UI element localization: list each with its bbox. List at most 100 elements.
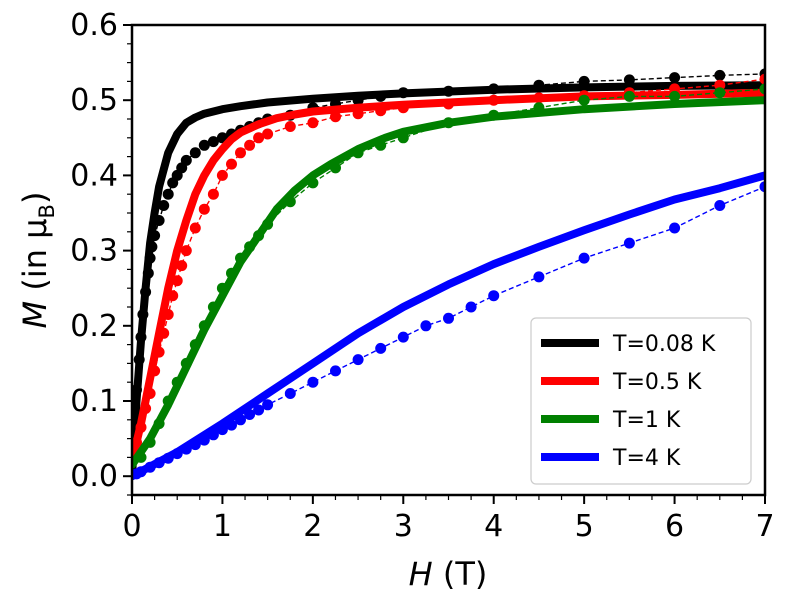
series-0 xyxy=(132,68,765,481)
x-tick-label: 6 xyxy=(665,509,684,544)
data-point xyxy=(149,230,161,242)
data-point xyxy=(171,376,183,388)
data-point xyxy=(216,282,228,294)
data-point xyxy=(284,196,296,208)
x-tick-label: 7 xyxy=(755,509,774,544)
legend-label: T=1 K xyxy=(612,408,681,433)
data-point xyxy=(144,436,156,448)
data-point xyxy=(443,312,454,324)
data-point xyxy=(146,241,158,253)
data-point xyxy=(144,252,156,264)
y-tick-label: 0.5 xyxy=(70,83,118,118)
data-point xyxy=(235,414,246,426)
x-tick-label: 4 xyxy=(484,509,503,544)
data-point xyxy=(207,301,219,313)
data-point xyxy=(714,87,726,99)
data-point xyxy=(533,79,545,91)
data-point xyxy=(262,218,274,230)
data-point xyxy=(198,320,210,332)
data-dashed-line xyxy=(136,186,765,475)
data-point xyxy=(135,451,147,463)
data-point xyxy=(226,158,237,170)
data-point xyxy=(443,117,454,129)
data-point xyxy=(180,245,192,257)
data-point xyxy=(759,181,765,193)
data-point xyxy=(135,466,147,478)
data-point xyxy=(135,331,147,343)
data-point xyxy=(578,252,590,264)
data-point xyxy=(253,404,265,416)
axis-labels: H (T) M (in μB) xyxy=(16,192,487,593)
data-point xyxy=(226,419,237,431)
data-point xyxy=(244,409,256,420)
y-tick-label: 0.6 xyxy=(70,8,118,43)
data-point xyxy=(153,346,165,358)
data-point xyxy=(488,94,500,106)
data-point xyxy=(488,109,500,121)
data-point xyxy=(578,75,590,87)
data-point xyxy=(330,365,341,377)
data-point xyxy=(397,102,409,114)
y-tick-label: 0.3 xyxy=(70,234,118,269)
data-point xyxy=(714,200,726,211)
fit-line xyxy=(132,88,765,466)
x-tick-label: 0 xyxy=(122,509,141,544)
data-point xyxy=(226,267,237,279)
data-point xyxy=(149,365,161,377)
y-tick-label: 0.2 xyxy=(70,309,118,344)
data-point xyxy=(207,429,219,441)
x-tick-label: 3 xyxy=(394,509,413,544)
data-point xyxy=(140,286,152,298)
data-point xyxy=(189,222,201,234)
data-point xyxy=(623,237,635,249)
data-point xyxy=(132,436,142,448)
data-point xyxy=(144,461,156,473)
data-point xyxy=(397,331,409,343)
data-point xyxy=(144,388,156,399)
fit-line xyxy=(132,171,765,481)
data-point xyxy=(533,271,545,283)
data-point xyxy=(330,162,341,174)
legend-label: T=0.5 K xyxy=(612,370,702,395)
data-point xyxy=(189,147,201,159)
data-point xyxy=(262,399,274,411)
data-point xyxy=(167,290,179,302)
y-tick-label: 0.4 xyxy=(70,158,118,193)
data-point xyxy=(171,275,183,287)
axes-layer: 0 1 2 3 4 5 6 7 0.0 0.1 0.2 0.3 0.4 0.5 0.6 xyxy=(70,8,774,544)
data-point xyxy=(180,357,192,369)
data-point xyxy=(253,230,265,242)
data-point xyxy=(189,339,201,351)
data-point xyxy=(262,128,274,140)
data-point xyxy=(578,94,590,106)
data-point xyxy=(759,83,765,95)
data-point xyxy=(623,90,635,102)
x-tick-label: 5 xyxy=(575,509,594,544)
data-point xyxy=(153,457,165,469)
data-point xyxy=(162,309,174,320)
data-point xyxy=(135,421,147,433)
data-point xyxy=(759,73,765,85)
legend-item-2: T=1 K xyxy=(541,408,681,433)
data-point xyxy=(669,72,681,84)
legend-item-3: T=4 K xyxy=(541,446,681,471)
x-tick-label: 2 xyxy=(303,509,322,544)
data-point xyxy=(235,147,246,159)
x-tick-label: 1 xyxy=(213,509,232,544)
data-point xyxy=(140,403,152,414)
x-axis-label: H (T) xyxy=(409,555,488,593)
data-point xyxy=(443,85,454,97)
data-point xyxy=(352,108,364,120)
y-tick-label: 0.0 xyxy=(70,459,118,494)
data-point xyxy=(137,309,149,320)
data-point xyxy=(176,260,188,272)
data-point xyxy=(198,139,210,151)
data-point xyxy=(216,169,228,181)
data-point xyxy=(244,139,256,151)
series-2 xyxy=(132,83,765,469)
data-point xyxy=(465,301,477,313)
y-tick-label: 0.1 xyxy=(70,384,118,419)
data-point xyxy=(488,83,500,95)
legend-box xyxy=(530,317,752,485)
